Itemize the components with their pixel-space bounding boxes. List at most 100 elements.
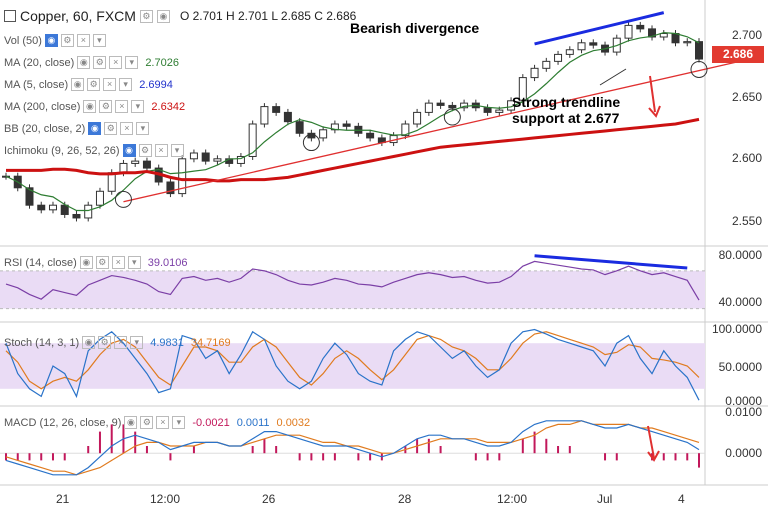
settings-icon[interactable]: ⚙	[99, 100, 113, 113]
eye-icon[interactable]: ◉	[156, 9, 170, 23]
more-icon[interactable]: ▾	[170, 144, 184, 157]
pointer-line	[599, 68, 627, 86]
candle-body	[530, 67, 539, 79]
candle-body	[659, 33, 668, 38]
eye-icon[interactable]: ◉	[82, 336, 96, 349]
rsi-value: 39.0106	[147, 256, 188, 269]
indicator-ma200[interactable]: MA (200, close) ◉ ⚙ × ▾ 2.6342	[4, 100, 185, 113]
stoch-band	[0, 343, 705, 389]
more-icon[interactable]: ▾	[92, 34, 106, 47]
close-icon[interactable]: ×	[114, 336, 128, 349]
close-icon[interactable]: ×	[76, 34, 90, 47]
stoch-tick: 100.0000	[711, 322, 762, 336]
indicator-ma20[interactable]: MA (20, close) ◉ ⚙ × ▾ 2.7026	[4, 56, 179, 69]
close-icon[interactable]: ×	[103, 78, 117, 91]
stoch-tick: 0.0000	[725, 394, 762, 408]
macd-signal-value: 0.0032	[276, 416, 311, 429]
eye-icon[interactable]: ◉	[122, 144, 136, 157]
candle-body	[554, 53, 563, 62]
candle-body	[460, 102, 469, 109]
down-arrow-shaft	[649, 75, 656, 113]
candle-body	[342, 123, 351, 127]
indicator-vol[interactable]: Vol (50) ◉ ⚙ × ▾	[4, 34, 106, 47]
settings-icon[interactable]: ⚙	[139, 9, 153, 23]
candle-body	[648, 28, 657, 38]
indicator-label: BB (20, close, 2)	[4, 122, 86, 135]
candle-body	[166, 181, 175, 195]
eye-icon[interactable]: ◉	[44, 34, 58, 47]
more-icon[interactable]: ▾	[131, 100, 145, 113]
more-icon[interactable]: ▾	[125, 56, 139, 69]
candle-body	[84, 204, 93, 219]
eye-icon[interactable]: ◉	[79, 256, 93, 269]
indicator-label: Vol (50)	[4, 34, 42, 47]
settings-icon[interactable]: ⚙	[138, 144, 152, 157]
symbol-title: Copper, 60, FXCM	[20, 8, 136, 24]
close-icon[interactable]: ×	[120, 122, 134, 135]
chart-header: Copper, 60, FXCM ⚙ ◉ O 2.701 H 2.701 L 2…	[4, 8, 356, 24]
annotation-support-1: Strong trendline	[512, 94, 621, 110]
more-icon[interactable]: ▾	[119, 78, 133, 91]
candle-body	[201, 152, 210, 162]
stoch-k-value: 4.9831	[150, 336, 184, 349]
trendline-touch-circle	[114, 190, 132, 208]
settings-icon[interactable]: ⚙	[87, 78, 101, 91]
stoch-label: Stoch (14, 3, 1)	[4, 336, 80, 349]
candle-body	[424, 102, 433, 113]
rsi-legend[interactable]: RSI (14, close) ◉ ⚙ × ▾ 39.0106	[4, 256, 188, 269]
indicator-value: 2.7026	[145, 56, 179, 69]
candle-body	[213, 158, 222, 162]
candle-body	[695, 41, 703, 60]
more-icon[interactable]: ▾	[130, 336, 144, 349]
candle-body	[413, 111, 422, 125]
macd-legend[interactable]: MACD (12, 26, close, 9) ◉ ⚙ × ▾ -0.0021 0.0011…	[4, 416, 310, 429]
time-tick: 4	[678, 492, 685, 506]
candle-body	[95, 190, 104, 206]
trendline-touch-circle	[690, 60, 708, 78]
indicator-ma5[interactable]: MA (5, close) ◉ ⚙ × ▾ 2.6994	[4, 78, 173, 91]
trendline-touch-circle	[443, 108, 461, 126]
close-icon[interactable]: ×	[111, 256, 125, 269]
candle-body	[307, 132, 316, 139]
close-icon[interactable]: ×	[156, 416, 170, 429]
macd-down-arrow-shaft	[647, 425, 655, 459]
eye-icon[interactable]: ◉	[77, 56, 91, 69]
candle-body	[178, 158, 187, 195]
more-icon[interactable]: ▾	[136, 122, 150, 135]
price-tick: 2.600	[731, 151, 762, 165]
more-icon[interactable]: ▾	[127, 256, 141, 269]
eye-icon[interactable]: ◉	[88, 122, 102, 135]
settings-icon[interactable]: ⚙	[60, 34, 74, 47]
more-icon[interactable]: ▾	[172, 416, 186, 429]
collapse-icon[interactable]	[4, 10, 16, 22]
candle-body	[295, 121, 304, 134]
eye-icon[interactable]: ◉	[124, 416, 138, 429]
rsi-line	[5, 260, 700, 301]
candle-body	[671, 33, 680, 44]
settings-icon[interactable]: ⚙	[140, 416, 154, 429]
close-icon[interactable]: ×	[154, 144, 168, 157]
candle-body	[436, 102, 445, 106]
indicator-label: MA (20, close)	[4, 56, 75, 69]
eye-icon[interactable]: ◉	[83, 100, 97, 113]
settings-icon[interactable]: ⚙	[95, 256, 109, 269]
indicator-ichimoku[interactable]: Ichimoku (9, 26, 52, 26) ◉ ⚙ × ▾	[4, 144, 184, 157]
close-icon[interactable]: ×	[109, 56, 123, 69]
candle-body	[272, 106, 281, 113]
stoch-legend[interactable]: Stoch (14, 3, 1) ◉ ⚙ × ▾ 4.9831 34.7169	[4, 336, 231, 349]
candle-body	[483, 107, 492, 113]
eye-icon[interactable]: ◉	[71, 78, 85, 91]
candle-body	[683, 41, 692, 44]
indicator-bb[interactable]: BB (20, close, 2) ◉ ⚙ × ▾	[4, 122, 150, 135]
candle-body	[636, 24, 645, 30]
candle-body	[236, 155, 245, 164]
macd-line	[5, 420, 700, 476]
settings-icon[interactable]: ⚙	[104, 122, 118, 135]
settings-icon[interactable]: ⚙	[93, 56, 107, 69]
macd-label: MACD (12, 26, close, 9)	[4, 416, 122, 429]
last-price-tag: 2.686	[712, 46, 764, 63]
candle-body	[131, 160, 140, 164]
settings-icon[interactable]: ⚙	[98, 336, 112, 349]
close-icon[interactable]: ×	[115, 100, 129, 113]
